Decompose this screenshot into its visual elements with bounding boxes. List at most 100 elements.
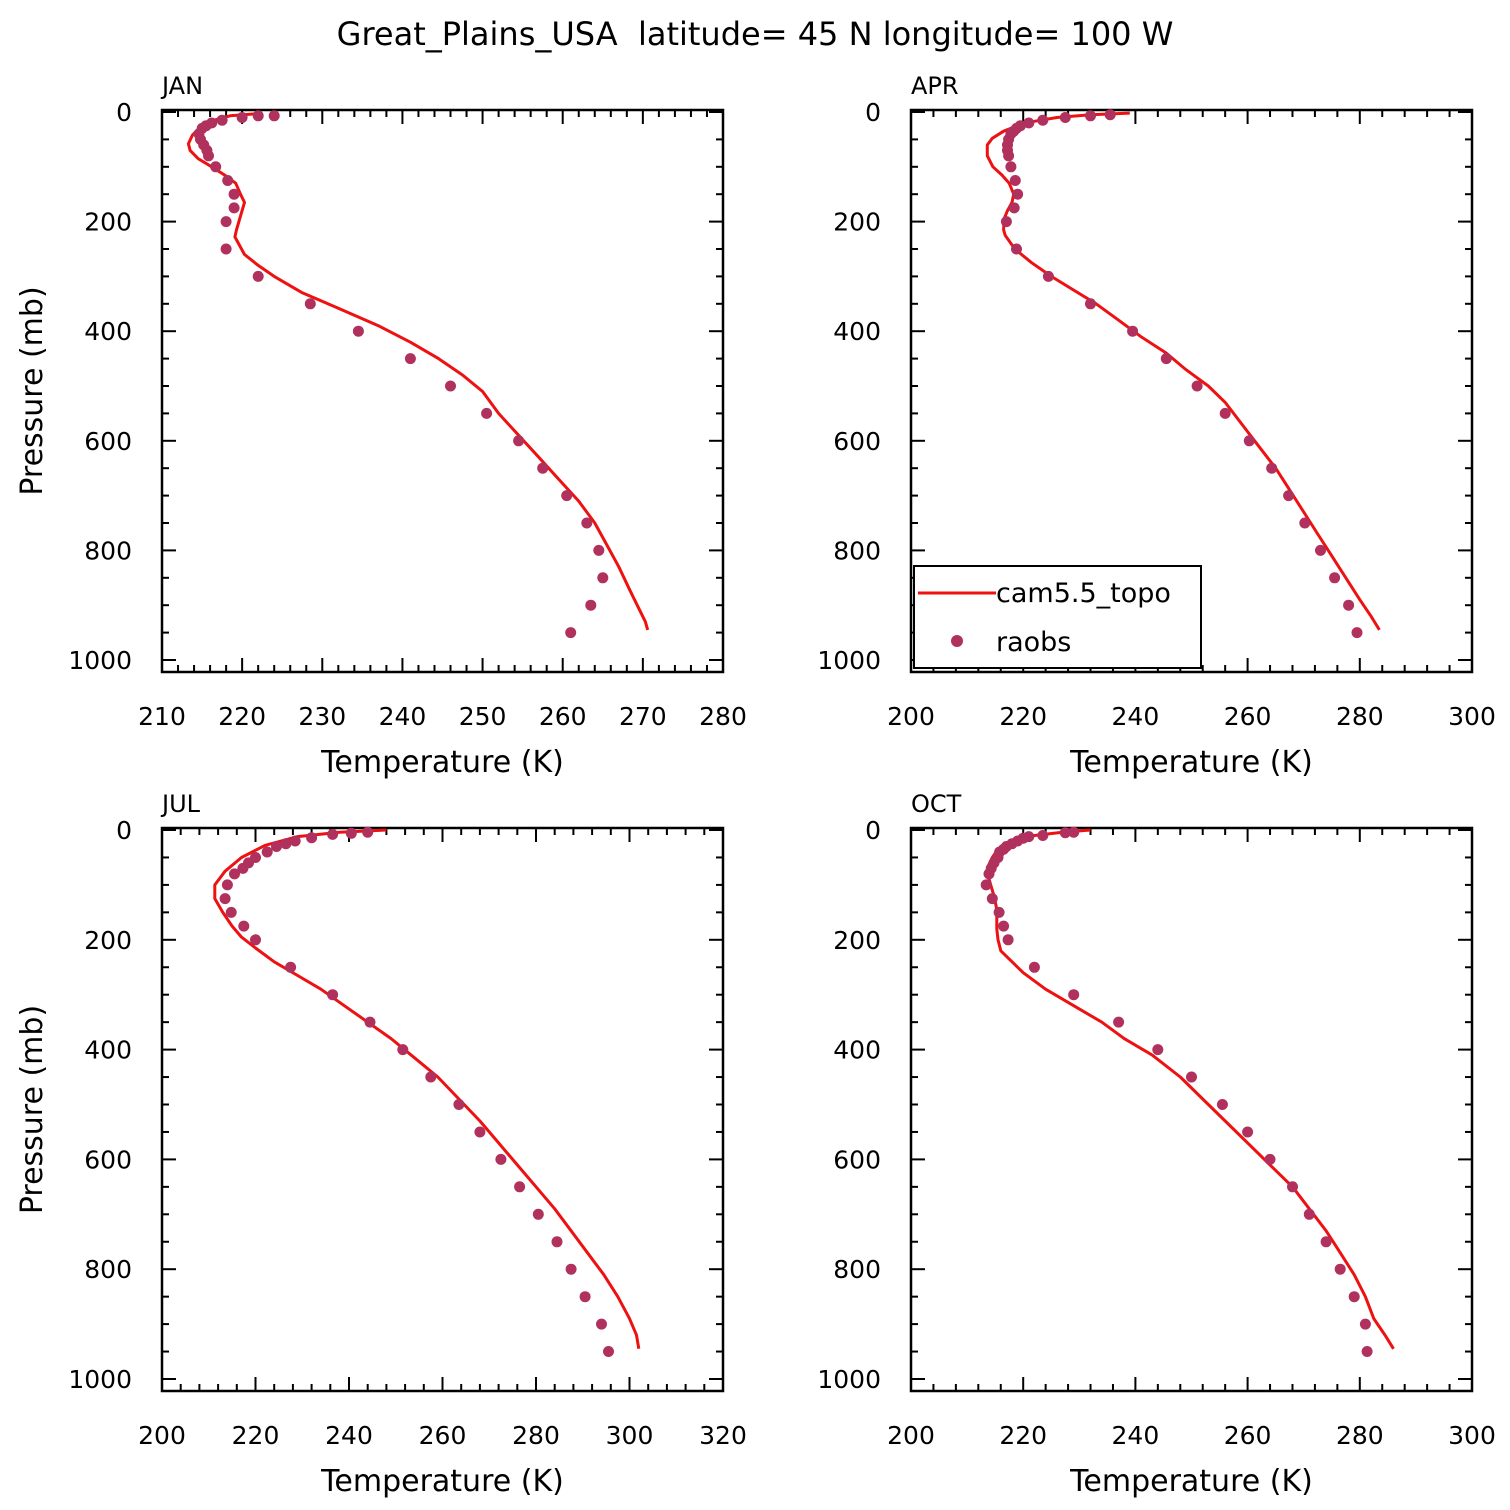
x-tick-label-apr: 220: [999, 702, 1047, 731]
x-tick-label-jan: 260: [539, 702, 587, 731]
x-tick-label-jan: 210: [138, 702, 186, 731]
data-point-jul: [280, 838, 292, 850]
data-point-apr: [1329, 572, 1341, 584]
y-tick-label-oct: 800: [833, 1255, 881, 1284]
y-tick-label-jan: 0: [116, 98, 132, 127]
data-point-jul: [237, 862, 249, 874]
data-point-apr: [1315, 544, 1326, 556]
x-tick-label-jan: 230: [298, 702, 346, 731]
data-point-jul: [306, 832, 318, 844]
x-tick-label-apr: 300: [1448, 702, 1496, 731]
y-axis-title-jul: Pressure (mb): [15, 1005, 50, 1214]
data-point-oct: [1361, 1346, 1373, 1357]
panel-label-jul: JUL: [160, 790, 201, 818]
data-point-oct: [1287, 1181, 1298, 1193]
data-point-jan: [581, 517, 593, 529]
data-point-jan: [236, 112, 248, 123]
y-tick-label-jul: 800: [84, 1255, 132, 1284]
y-tick-label-oct: 400: [833, 1036, 881, 1065]
panel-oct: 200 220 240 260 280 300 0 200 400 600 800 1000 OCT Te…: [817, 790, 1495, 1499]
x-tick-label-oct: 240: [1112, 1421, 1160, 1450]
data-point-oct: [1242, 1126, 1254, 1138]
plot-frame-jan: [160, 108, 725, 674]
data-point-jan: [513, 435, 525, 447]
data-point-apr: [1000, 216, 1012, 228]
y-tick-label-jul: 1000: [68, 1365, 132, 1394]
data-point-jan: [252, 110, 264, 122]
y-tick-label-oct: 600: [833, 1145, 881, 1174]
data-point-jul: [221, 879, 233, 891]
data-point-jan: [585, 599, 597, 611]
y-tick-label-jan: 800: [84, 536, 132, 565]
y-tick-label-jul: 600: [84, 1145, 132, 1174]
data-point-jan: [593, 544, 605, 556]
data-point-jul: [345, 827, 357, 839]
data-point-apr: [1191, 380, 1203, 392]
data-point-jul: [229, 868, 240, 880]
data-point-oct: [1264, 1153, 1276, 1165]
x-tick-label-jan: 280: [699, 702, 747, 731]
data-point-oct: [1028, 961, 1040, 973]
x-tick-label-jul: 260: [419, 1421, 467, 1450]
data-point-jan: [404, 353, 416, 365]
data-point-jan: [203, 150, 214, 162]
x-tick-label-jul: 240: [325, 1421, 373, 1450]
data-point-jul: [397, 1044, 409, 1056]
y-tick-label-oct: 200: [833, 926, 881, 955]
data-point-apr: [1266, 462, 1278, 474]
data-point-apr: [1243, 435, 1255, 447]
plot-frame-apr: [909, 108, 1474, 674]
data-point-jul: [219, 893, 231, 905]
legend-label-obs: raobs: [996, 627, 1071, 658]
data-point-jan: [228, 188, 240, 200]
data-point-apr: [1127, 325, 1139, 337]
data-point-jul: [603, 1346, 614, 1357]
data-point-jul: [579, 1291, 591, 1303]
data-point-oct: [1068, 989, 1080, 1001]
data-point-jan: [597, 572, 609, 584]
x-tick-label-jan: 270: [619, 702, 667, 731]
data-point-jan: [537, 462, 549, 474]
x-tick-label-apr: 280: [1336, 702, 1384, 731]
data-point-jul: [362, 826, 374, 838]
data-point-apr: [1011, 243, 1022, 255]
data-point-apr: [1343, 599, 1355, 611]
x-tick-label-jul: 300: [606, 1421, 654, 1450]
x-tick-label-oct: 260: [1224, 1421, 1272, 1450]
data-point-jan: [222, 175, 234, 186]
panel-label-apr: APR: [911, 72, 959, 100]
data-point-jan: [268, 110, 280, 122]
x-tick-label-oct: 280: [1336, 1421, 1384, 1450]
data-point-apr: [1104, 109, 1116, 121]
x-tick-label-apr: 200: [887, 702, 935, 731]
data-point-apr: [1085, 298, 1096, 310]
y-tick-label-jan: 200: [84, 208, 132, 237]
x-tick-label-apr: 260: [1224, 702, 1272, 731]
data-point-oct: [1359, 1318, 1371, 1330]
data-point-oct: [983, 868, 995, 880]
data-point-jan: [210, 161, 222, 173]
data-point-oct: [1037, 830, 1049, 841]
data-point-apr: [1351, 627, 1363, 639]
x-tick-label-jan: 250: [459, 702, 507, 731]
data-point-jan: [220, 243, 232, 255]
legend-box: [913, 565, 1202, 669]
data-point-jul: [596, 1318, 607, 1330]
x-tick-label-oct: 300: [1448, 1421, 1496, 1450]
data-point-jan: [445, 380, 456, 392]
x-tick-label-oct: 220: [999, 1421, 1047, 1450]
x-tick-label-apr: 240: [1112, 702, 1160, 731]
data-point-jan: [561, 490, 573, 502]
series-line-jan: [186, 112, 650, 631]
y-tick-label-jan: 1000: [68, 646, 132, 675]
data-point-jul: [285, 961, 297, 973]
plot-frame-jul: [160, 826, 725, 1393]
data-point-apr: [1008, 202, 1020, 214]
data-point-jan: [352, 325, 364, 337]
x-tick-label-oct: 200: [887, 1421, 935, 1450]
data-point-apr: [1299, 517, 1311, 529]
data-point-apr: [1023, 117, 1035, 129]
panel-apr: 200 220 240 260 280 300 0 200 400 600 800 1000 APR Te…: [817, 72, 1495, 780]
y-tick-label-oct: 0: [865, 816, 881, 845]
